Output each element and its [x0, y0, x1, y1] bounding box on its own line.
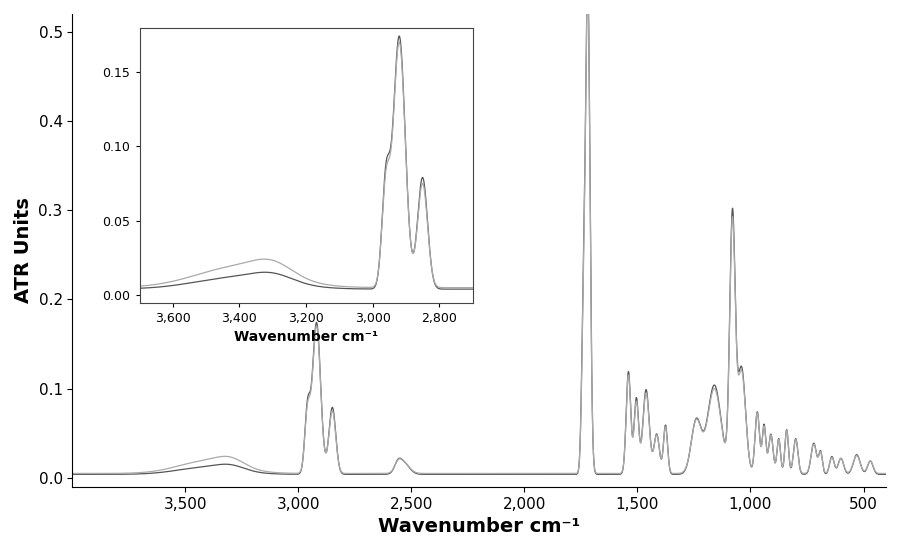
X-axis label: Wavenumber cm⁻¹: Wavenumber cm⁻¹: [378, 517, 580, 536]
Y-axis label: ATR Units: ATR Units: [14, 197, 33, 303]
X-axis label: Wavenumber cm⁻¹: Wavenumber cm⁻¹: [234, 330, 378, 344]
